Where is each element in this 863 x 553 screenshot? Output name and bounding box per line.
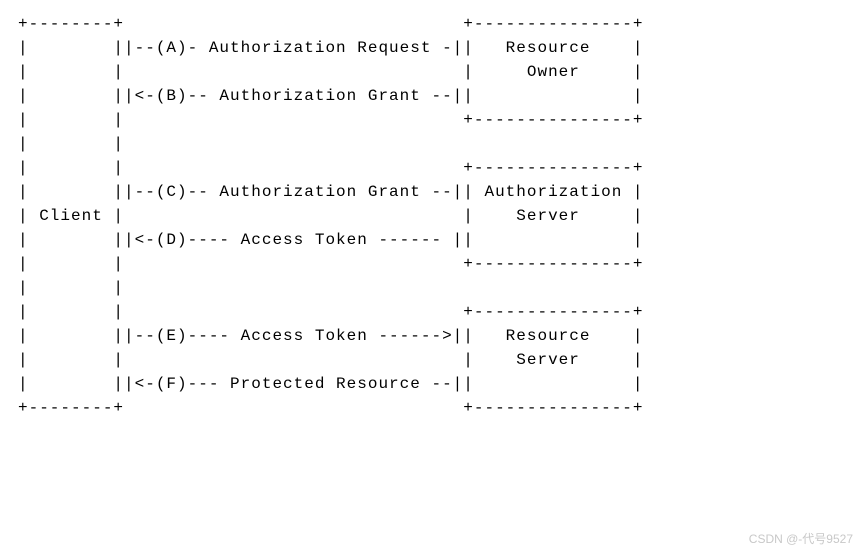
watermark-text: CSDN @-代号9527 [749, 530, 853, 547]
oauth-ascii-diagram: +--------+ +---------------+ | ||--(A)- … [0, 0, 863, 420]
